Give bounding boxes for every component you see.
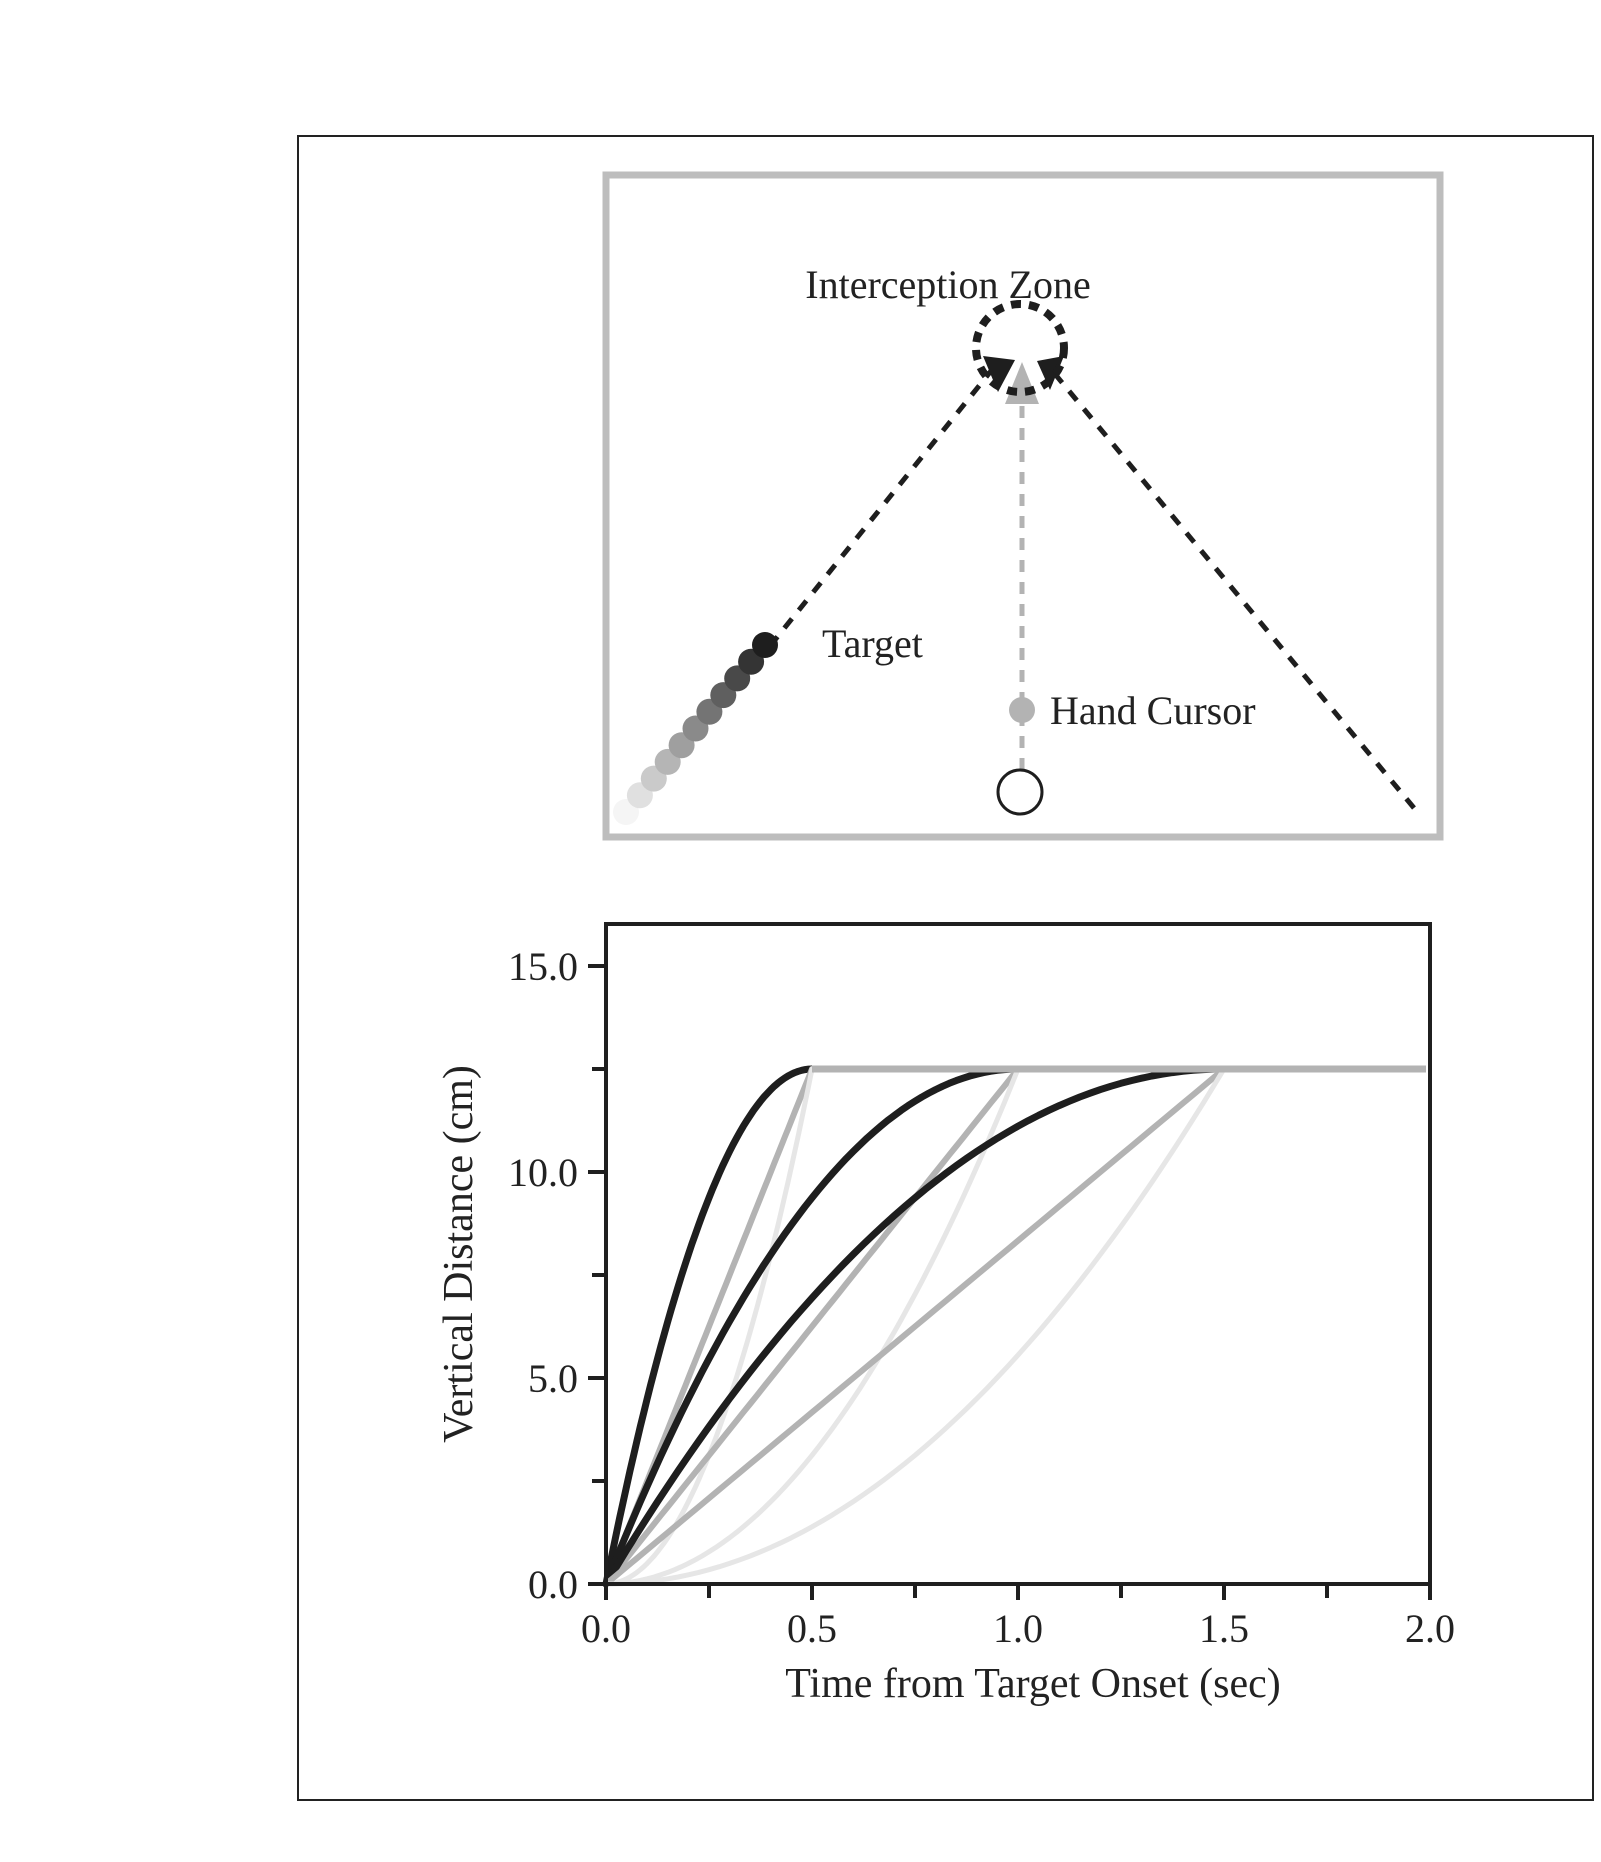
interception-zone-circle-icon xyxy=(972,300,1068,396)
series-decelerating-1.5s xyxy=(602,1065,1228,1588)
x-tick-label: 0.5 xyxy=(787,1606,837,1651)
series-decelerating-0.5s xyxy=(602,1065,816,1588)
series-constant-1s xyxy=(603,1066,1021,1587)
y-axis-label: Vertical Distance (cm) xyxy=(436,1065,482,1443)
x-tick-label: 2.0 xyxy=(1405,1606,1455,1651)
series-decelerating-1s xyxy=(602,1065,1022,1588)
hand-cursor-dot-icon xyxy=(1009,697,1035,723)
hand-cursor-label: Hand Cursor xyxy=(1050,688,1256,733)
chart: 0.0 0.5 1.0 1.5 2.0 0.0 5.0 10.0 15.0 Time from … xyxy=(436,922,1455,1707)
task-diagram: Interception Zone Target Hand Cursor xyxy=(602,171,1444,841)
y-tick-label: 10.0 xyxy=(508,1150,578,1195)
x-axis-label: Time from Target Onset (sec) xyxy=(785,1661,1281,1707)
left-trajectory xyxy=(768,364,997,648)
x-tick-label: 1.0 xyxy=(993,1606,1043,1651)
y-tick-label: 0.0 xyxy=(528,1562,578,1607)
figure-border xyxy=(297,135,1594,1801)
x-tick-label: 1.5 xyxy=(1199,1606,1249,1651)
x-tick-label: 0.0 xyxy=(581,1606,631,1651)
target-trail xyxy=(613,632,778,825)
interception-zone-label: Interception Zone xyxy=(805,262,1090,307)
diagram-frame xyxy=(602,171,1444,841)
right-trajectory xyxy=(1048,366,1416,810)
target-dot-icon xyxy=(752,632,778,658)
y-tick-label: 15.0 xyxy=(508,944,578,989)
series-accelerating-1.5s xyxy=(603,1066,1227,1587)
target-label: Target xyxy=(822,621,923,666)
chart-curves xyxy=(602,1065,1426,1588)
series-accelerating-1s xyxy=(603,1066,1021,1587)
y-tick-label: 5.0 xyxy=(528,1356,578,1401)
series-constant-1.5s xyxy=(603,1066,1227,1587)
start-circle-icon xyxy=(996,768,1044,816)
axis-ticks: 0.0 0.5 1.0 1.5 2.0 0.0 5.0 10.0 15.0 xyxy=(508,944,1455,1651)
plot-frame xyxy=(604,922,1432,1586)
left-arrow-head-icon xyxy=(983,356,1015,392)
